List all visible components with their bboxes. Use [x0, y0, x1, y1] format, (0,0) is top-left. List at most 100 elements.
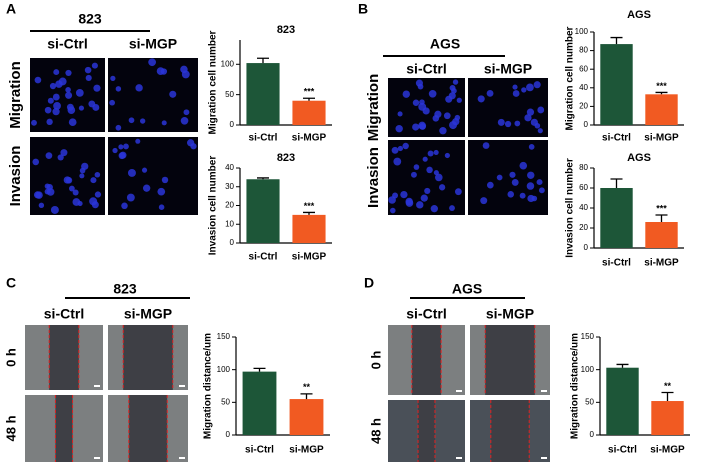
row-label: Invasion: [7, 146, 24, 207]
y-tick-label: 100: [581, 365, 595, 374]
significance: ***: [656, 81, 667, 91]
cell-nucleus: [139, 118, 146, 124]
cell-nucleus: [416, 201, 424, 209]
cell-nucleus: [75, 88, 84, 97]
cell-nucleus: [477, 95, 485, 103]
cell-nucleus: [402, 90, 410, 98]
y-tick-label: 0: [584, 243, 589, 252]
cell-nucleus: [84, 66, 92, 74]
microscopy-image: [108, 137, 198, 215]
cell-nucleus: [487, 181, 494, 189]
cell-nucleus: [512, 90, 520, 97]
cell-nucleus: [432, 114, 440, 122]
y-tick-label: 40: [579, 83, 588, 92]
cell-nucleus: [534, 122, 541, 129]
bar: [289, 399, 324, 435]
cell-nucleus: [439, 127, 447, 135]
cell-nucleus: [118, 144, 124, 150]
column-label: si-Ctrl: [406, 61, 446, 77]
cell-nucleus: [157, 187, 166, 196]
y-tick-label: 50: [585, 397, 594, 406]
wound-gap: [123, 325, 173, 390]
scale-bar: [94, 385, 100, 387]
cell-nucleus: [110, 75, 116, 82]
column-label: si-Ctrl: [406, 306, 446, 322]
significance: **: [664, 381, 672, 391]
cell-nucleus: [60, 149, 68, 157]
cell-nucleus: [109, 99, 115, 106]
cell-nucleus: [52, 108, 60, 116]
cell-nucleus: [400, 190, 408, 199]
cell-nucleus: [47, 97, 54, 104]
bar: [651, 401, 684, 435]
cell-line-label: AGS: [430, 36, 460, 52]
cell-nucleus: [158, 204, 165, 210]
cell-nucleus: [514, 120, 521, 127]
bar: [600, 188, 633, 248]
cell-nucleus: [169, 90, 177, 98]
bar: [292, 100, 326, 125]
cell-nucleus: [454, 188, 462, 196]
cell-nucleus: [433, 149, 439, 155]
cell-nucleus: [420, 194, 428, 202]
cell-nucleus: [81, 162, 89, 170]
y-tick-label: 60: [579, 64, 588, 73]
cell-nucleus: [389, 207, 396, 214]
column-label: si-Ctrl: [47, 36, 87, 52]
cell-nucleus: [397, 111, 403, 117]
cell-nucleus: [53, 69, 60, 76]
significance: ***: [304, 201, 315, 211]
cell-nucleus: [410, 171, 417, 178]
y-tick-label: 100: [217, 365, 231, 374]
y-tick-label: 0: [590, 430, 595, 439]
y-tick-label: 100: [221, 59, 235, 68]
panel-label: D: [364, 275, 374, 291]
cell-nucleus: [397, 145, 404, 152]
cell-nucleus: [190, 143, 197, 150]
y-axis-label: Invasion cell number: [208, 156, 219, 256]
cell-nucleus: [537, 128, 543, 134]
y-tick-label: 150: [581, 332, 595, 341]
cell-nucleus: [444, 152, 450, 159]
microscopy-image: [468, 78, 548, 137]
cell-nucleus: [424, 187, 431, 195]
significance: ***: [656, 203, 667, 213]
x-tick-label: si-MGP: [289, 445, 324, 456]
y-tick-label: 80: [579, 163, 588, 172]
row-label: 48 h: [3, 415, 18, 441]
y-tick-label: 80: [579, 46, 588, 55]
bar: [606, 367, 639, 435]
error-bar: [257, 57, 269, 64]
cell-nucleus: [32, 158, 40, 166]
x-tick-label: si-Ctrl: [249, 133, 278, 144]
error-bar: [661, 391, 674, 402]
cell-nucleus: [524, 114, 532, 122]
cell-nucleus: [504, 120, 512, 128]
error-bar: [655, 214, 668, 222]
cell-nucleus: [156, 67, 165, 75]
cell-nucleus: [46, 184, 53, 191]
cell-nucleus: [115, 86, 122, 92]
error-bar: [610, 178, 623, 188]
row-label: 0 h: [368, 351, 383, 370]
cell-nucleus: [183, 109, 190, 116]
cell-nucleus: [126, 193, 135, 202]
cell-nucleus: [415, 79, 423, 87]
cell-line-label: AGS: [452, 281, 482, 297]
cell-nucleus: [412, 123, 420, 131]
cell-nucleus: [118, 152, 126, 160]
cell-nucleus: [65, 69, 72, 77]
y-tick-label: 0: [584, 120, 589, 129]
cell-nucleus: [50, 205, 59, 214]
cell-nucleus: [57, 154, 64, 161]
column-label: si-MGP: [484, 61, 532, 77]
panel-label: A: [6, 1, 16, 17]
cell-nucleus: [521, 87, 527, 93]
y-tick-label: 40: [579, 203, 588, 212]
bar: [645, 94, 678, 125]
y-tick-label: 0: [226, 430, 231, 439]
cell-nucleus: [438, 184, 446, 191]
error-bar: [655, 91, 668, 95]
x-tick-label: si-Ctrl: [249, 252, 278, 263]
cell-nucleus: [128, 117, 135, 124]
